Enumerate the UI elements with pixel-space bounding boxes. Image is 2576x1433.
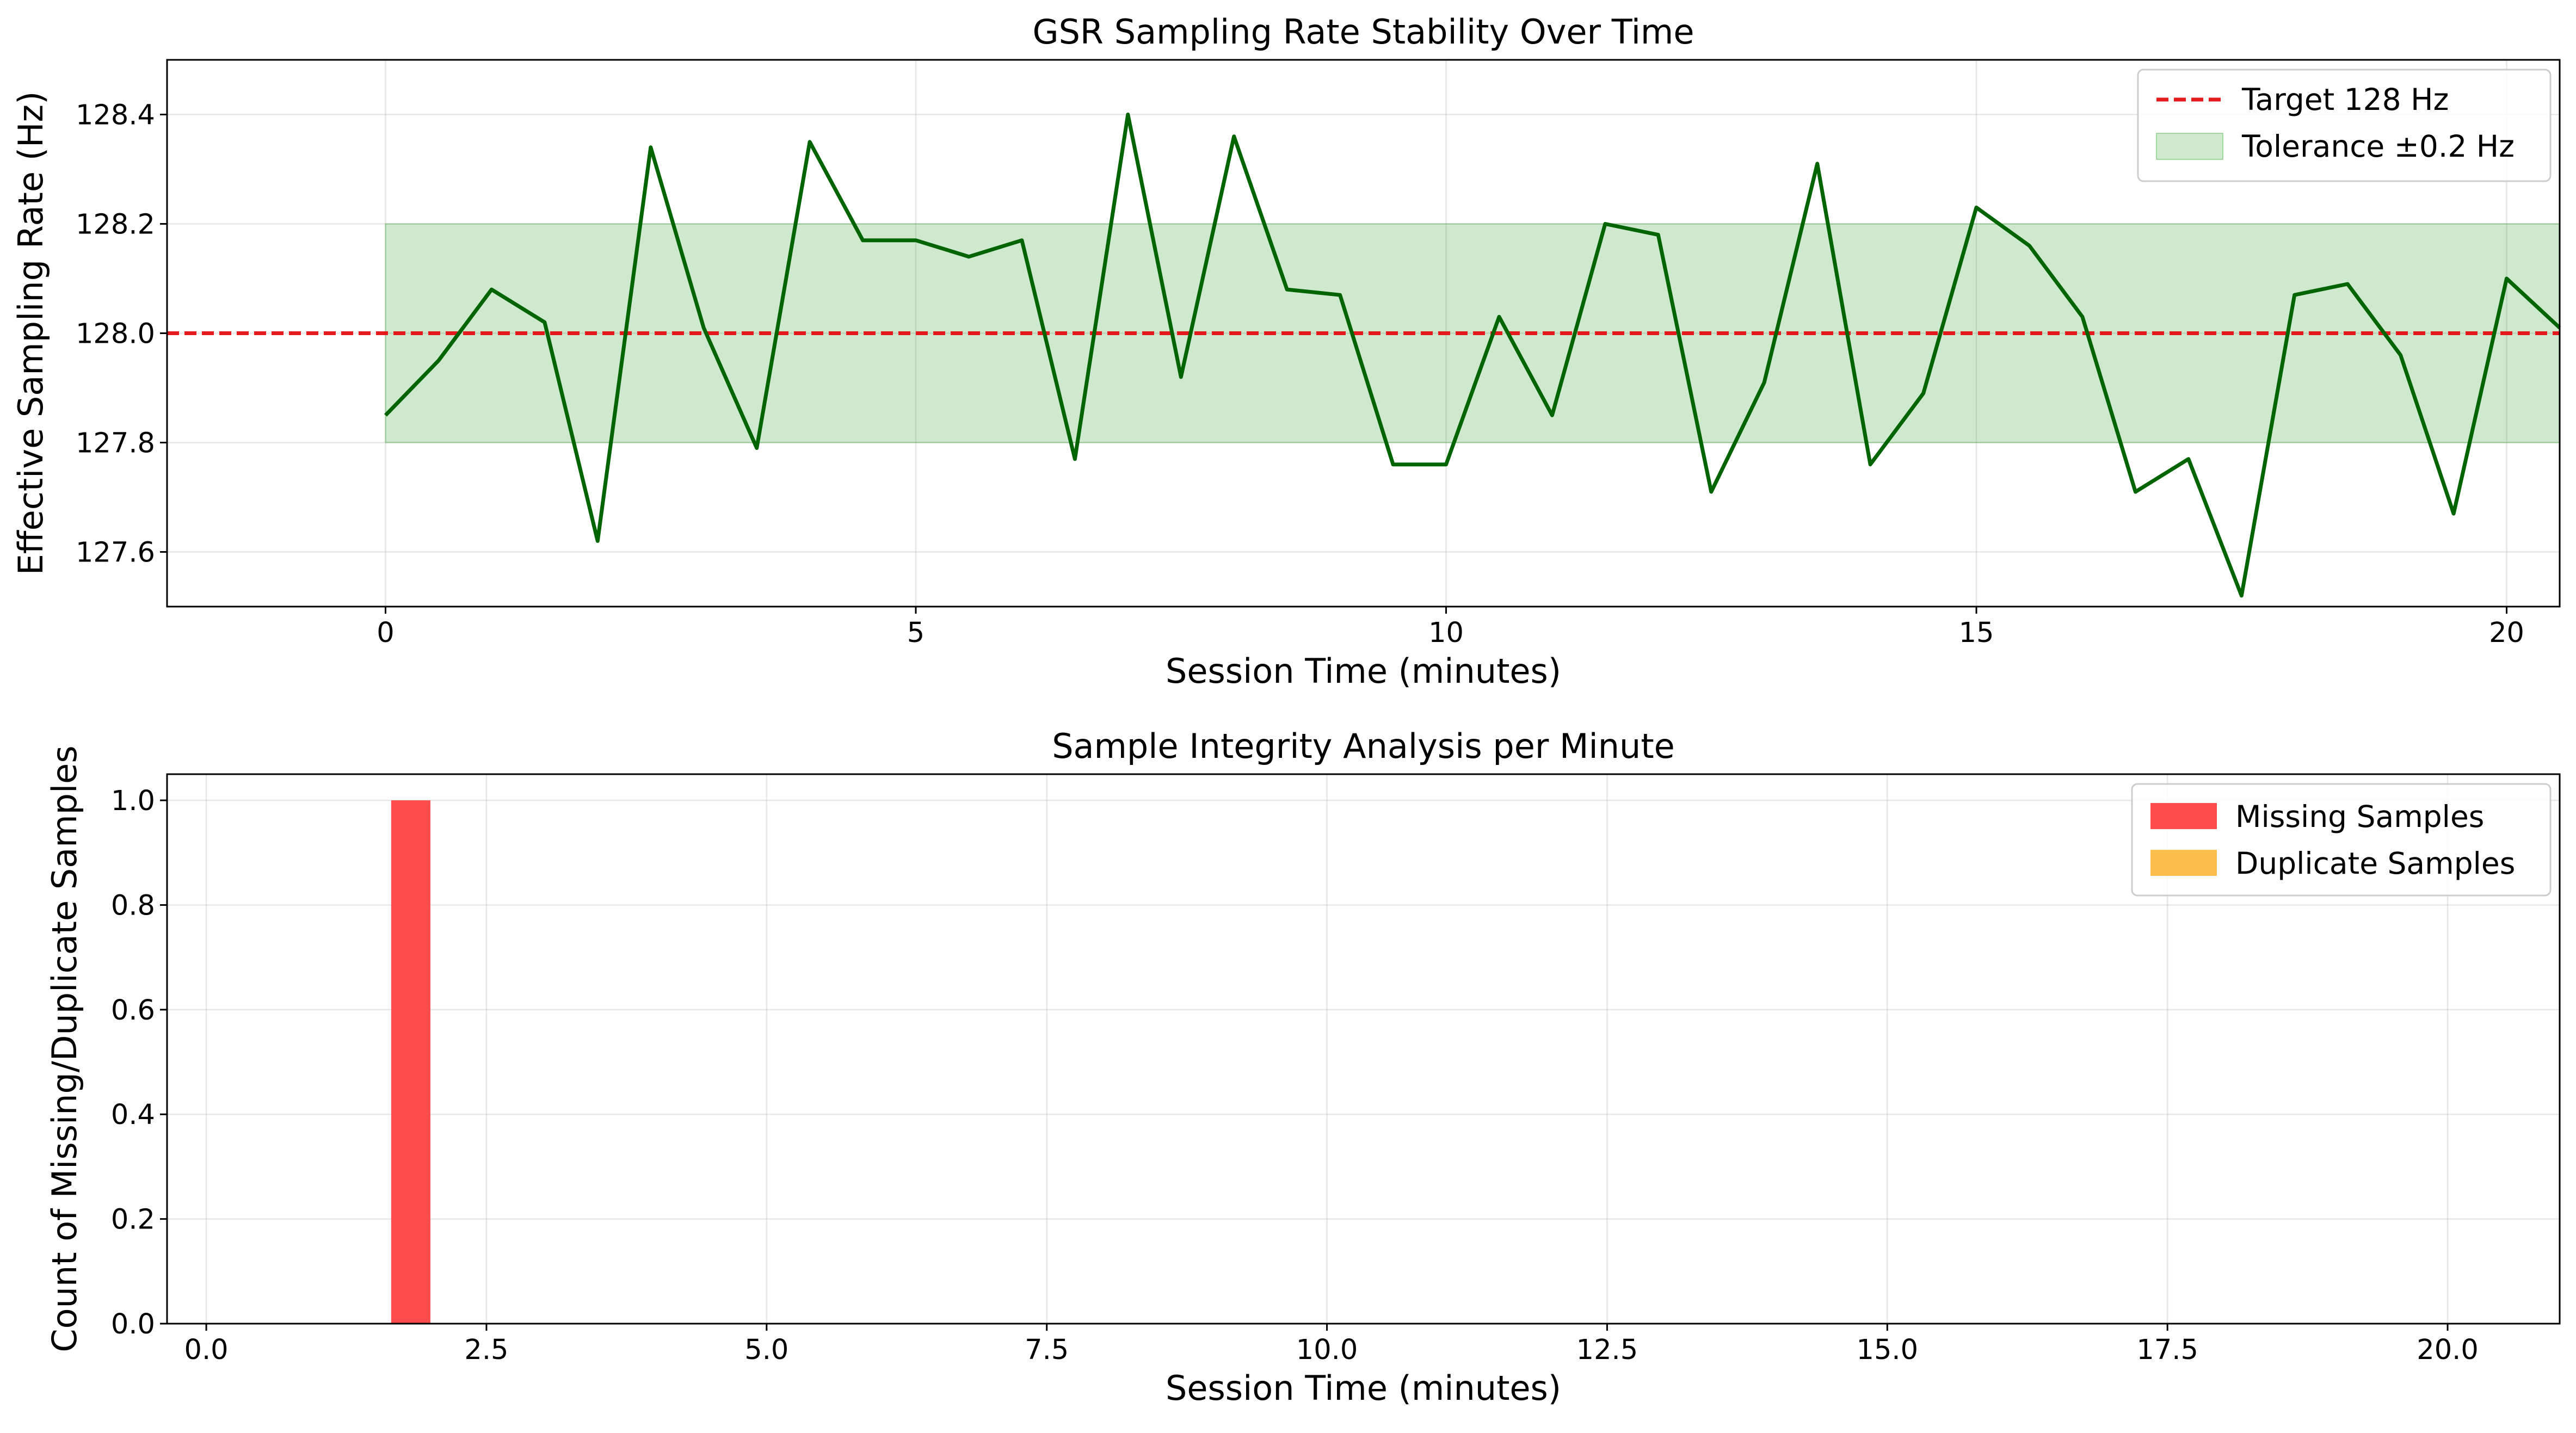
plot-frame [166,773,2561,1325]
sampling-rate-chart: 0 5 10 15 20 127.6 127.8 128.0 128.2 128.4 GSR S… [11,12,2561,691]
y-tick-label: 128.2 [76,209,155,241]
y-tick-label: 127.6 [76,537,155,569]
x-tick-label: 20 [2489,617,2524,649]
legend-tolerance-label: Tolerance ±0.2 Hz [2241,129,2515,164]
x-tick-label: 20.0 [2417,1334,2479,1366]
x-tick-label: 5 [907,617,925,649]
y-tick-label: 0.6 [111,995,155,1027]
x-tick-label: 17.5 [2136,1334,2198,1366]
bar [391,800,430,1324]
series-layer [384,113,2561,598]
legend-target-label: Target 128 Hz [2241,82,2449,117]
y-tick-label: 0.8 [111,890,155,922]
y-tick-label: 0.4 [111,1099,155,1131]
legend-box [2131,783,2552,897]
x-tick-label: 0 [377,617,394,649]
x-tick-label: 10 [1428,617,1464,649]
y-tick-label: 128.4 [76,100,155,132]
x-tick-label: 7.5 [1025,1334,1069,1366]
y-tick-label: 127.8 [76,428,155,460]
x-tick-label: 0.0 [184,1334,229,1366]
x-axis-ticks: 0.0 2.5 5.0 7.5 10.0 12.5 15.0 17.5 20.0 [184,1324,2479,1366]
sample-integrity-chart: 0.0 2.5 5.0 7.5 10.0 12.5 15.0 17.5 20.0 0.00.20… [45,726,2561,1408]
y-axis-ticks: 0.0 0.2 0.4 0.6 0.8 1.0 [111,785,167,1341]
chart-title: Sample Integrity Analysis per Minute [1052,726,1675,766]
legend-missing-label: Missing Samples [2235,799,2484,834]
legend-box [2137,69,2552,182]
legend-duplicate-label: Duplicate Samples [2235,846,2515,881]
y-tick-label: 128.0 [76,318,155,350]
x-tick-label: 2.5 [464,1334,508,1366]
x-axis-label: Session Time (minutes) [1166,651,1561,691]
sampling-rate-line [384,113,2561,598]
x-tick-label: 15 [1959,617,1994,649]
y-tick-label: 1.0 [111,785,155,817]
x-axis-ticks: 0 5 10 15 20 [377,607,2524,649]
legend: Missing Samples Duplicate Samples [2131,783,2552,897]
y-tick-label: 0.2 [111,1204,155,1236]
chart-title: GSR Sampling Rate Stability Over Time [1033,12,1694,52]
legend: Target 128 Hz Tolerance ±0.2 Hz [2137,69,2552,182]
legend-tolerance-swatch [2156,133,2223,160]
y-axis-label: Count of Missing/Duplicate Samples [45,745,84,1352]
x-tick-label: 12.5 [1576,1334,1638,1366]
y-tick-label: 0.0 [111,1308,155,1341]
y-axis-label: Effective Sampling Rate (Hz) [11,91,51,576]
legend-missing-swatch [2150,803,2217,829]
legend-duplicate-swatch [2150,850,2217,876]
x-axis-label: Session Time (minutes) [1166,1368,1561,1408]
bars-layer [391,800,430,1324]
x-tick-label: 10.0 [1296,1334,1358,1366]
x-tick-label: 5.0 [744,1334,788,1366]
x-tick-label: 15.0 [1857,1334,1919,1366]
y-axis-ticks: 127.6 127.8 128.0 128.2 128.4 [76,100,167,569]
